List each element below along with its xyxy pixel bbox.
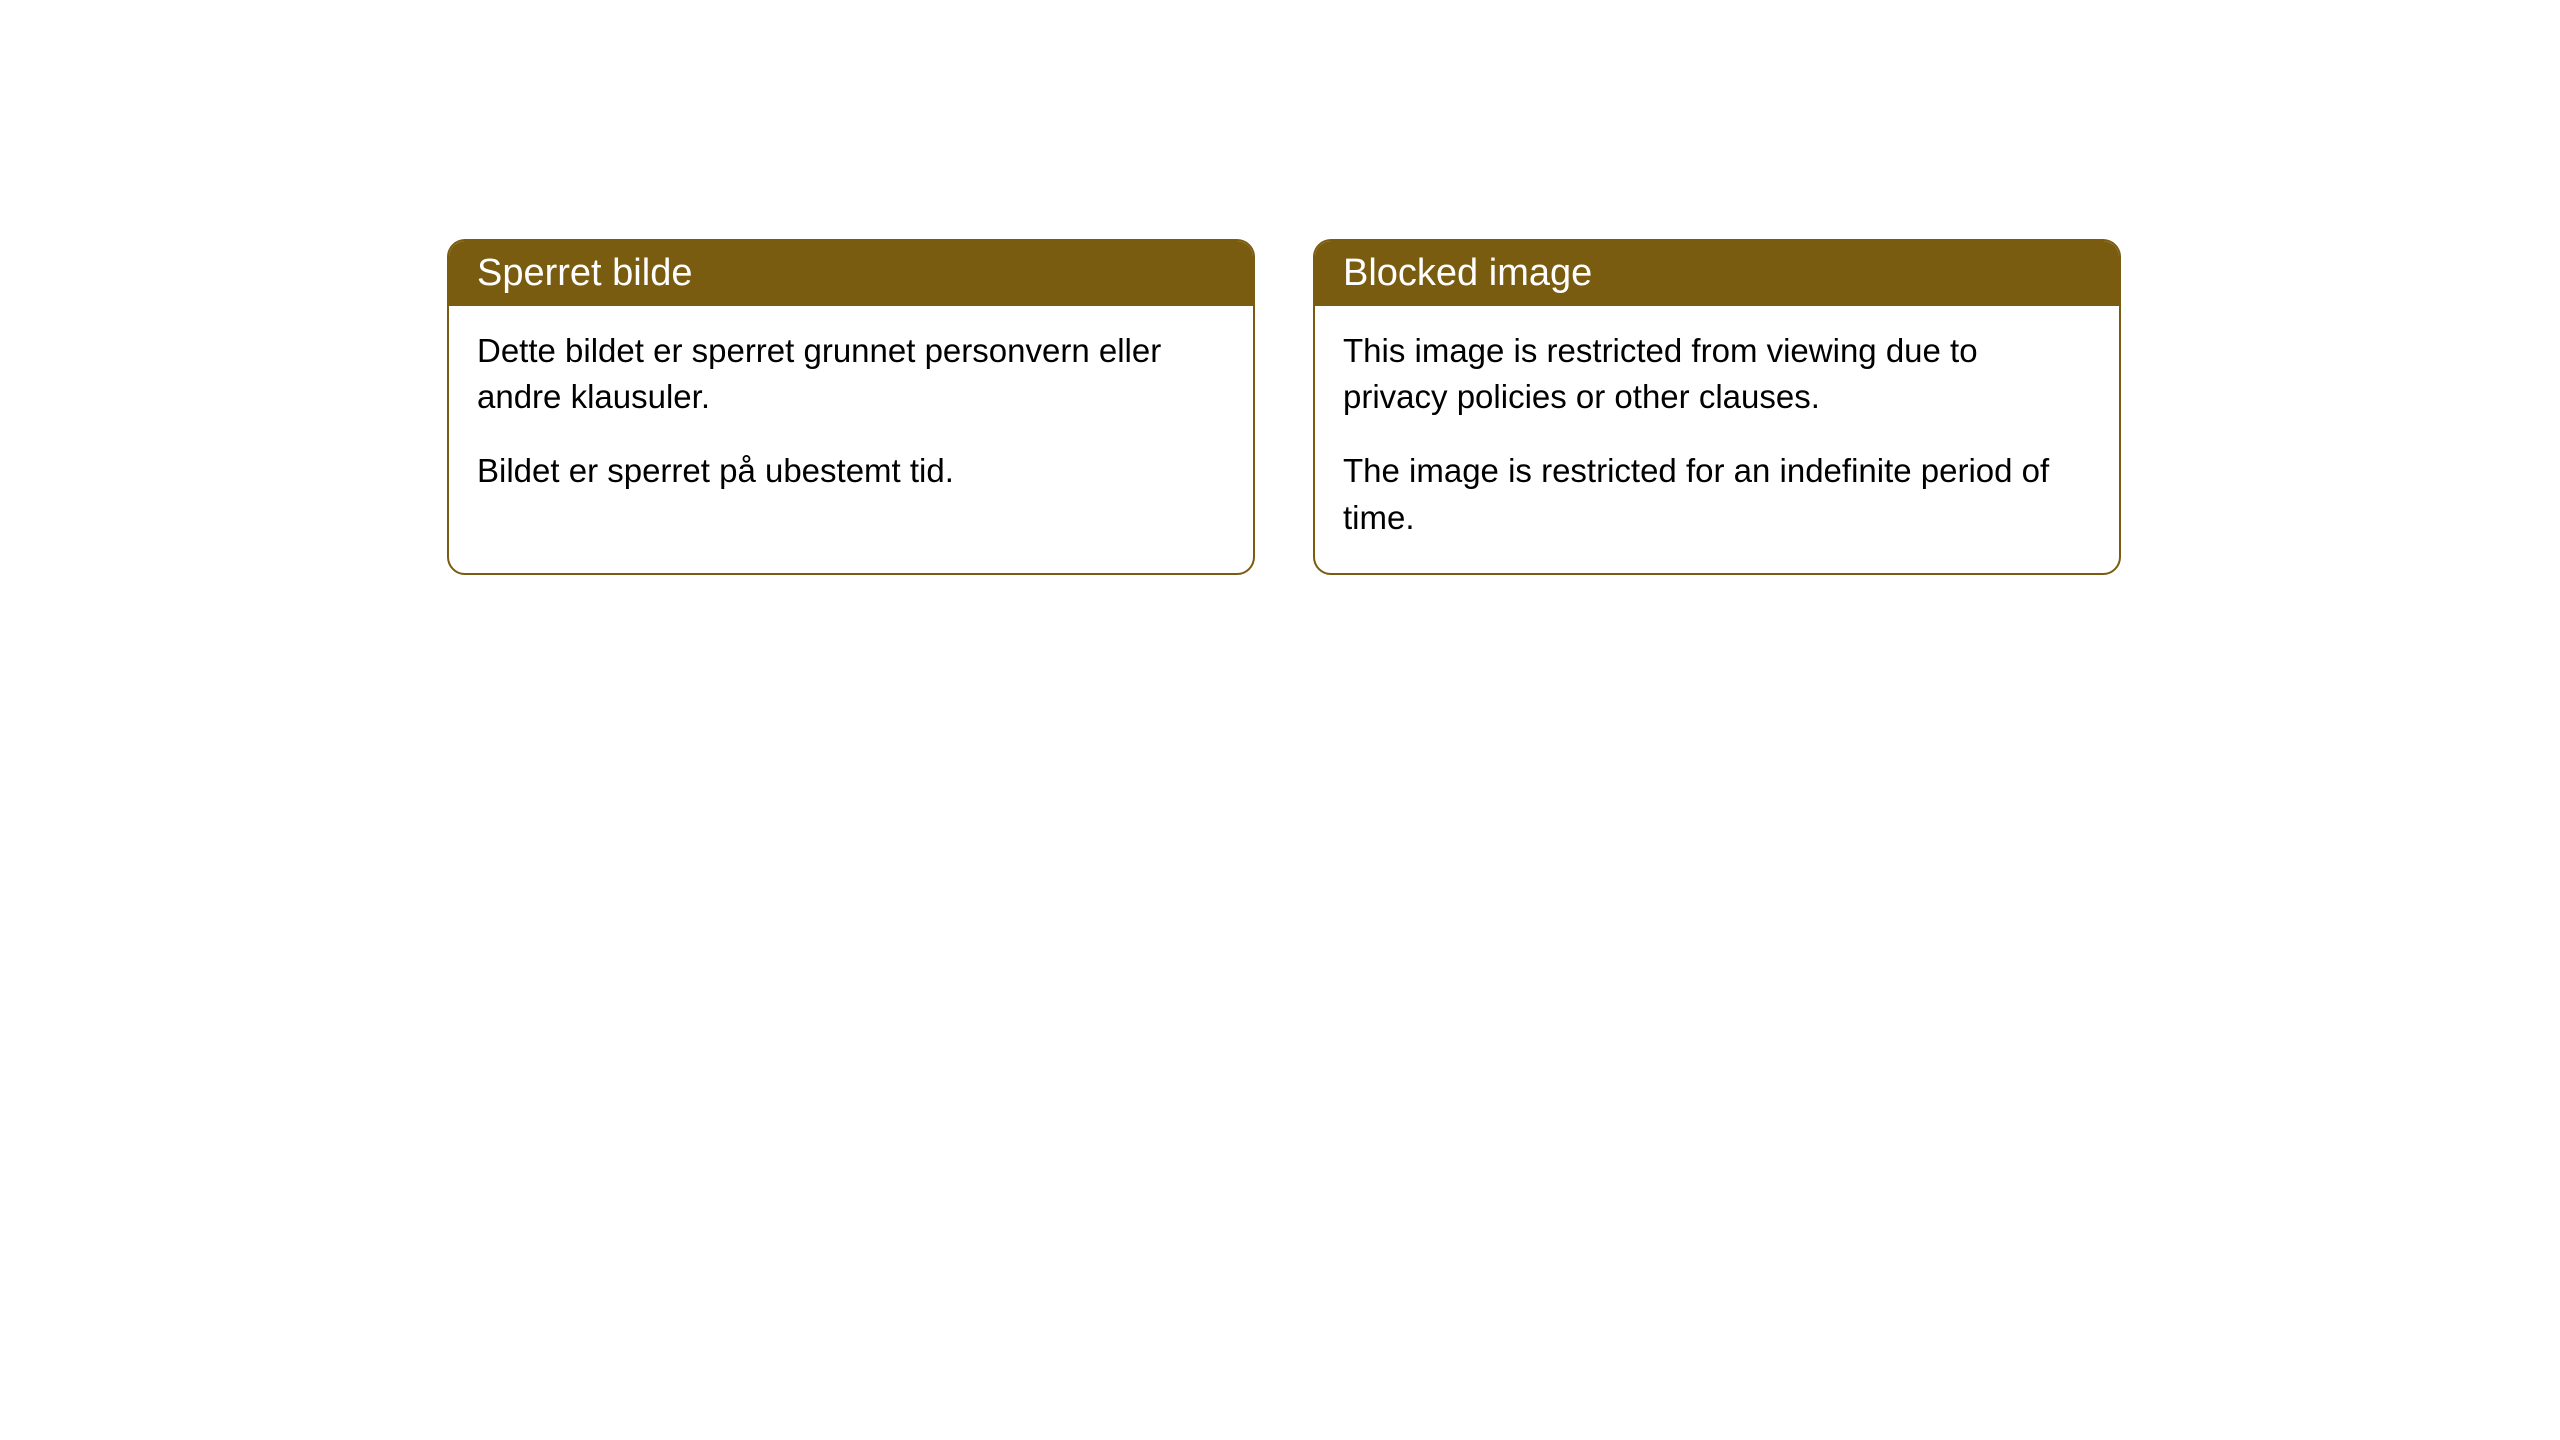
card-title: Sperret bilde bbox=[477, 252, 692, 294]
card-paragraph: Dette bildet er sperret grunnet personve… bbox=[477, 328, 1225, 420]
card-paragraph: Bildet er sperret på ubestemt tid. bbox=[477, 448, 1225, 494]
notice-cards-container: Sperret bilde Dette bildet er sperret gr… bbox=[447, 239, 2121, 575]
card-paragraph: This image is restricted from viewing du… bbox=[1343, 328, 2091, 420]
blocked-image-card-english: Blocked image This image is restricted f… bbox=[1313, 239, 2121, 575]
card-header-english: Blocked image bbox=[1315, 241, 2119, 306]
card-body-english: This image is restricted from viewing du… bbox=[1315, 306, 2119, 573]
card-body-norwegian: Dette bildet er sperret grunnet personve… bbox=[449, 306, 1253, 527]
card-paragraph: The image is restricted for an indefinit… bbox=[1343, 448, 2091, 540]
blocked-image-card-norwegian: Sperret bilde Dette bildet er sperret gr… bbox=[447, 239, 1255, 575]
card-header-norwegian: Sperret bilde bbox=[449, 241, 1253, 306]
card-title: Blocked image bbox=[1343, 252, 1592, 294]
